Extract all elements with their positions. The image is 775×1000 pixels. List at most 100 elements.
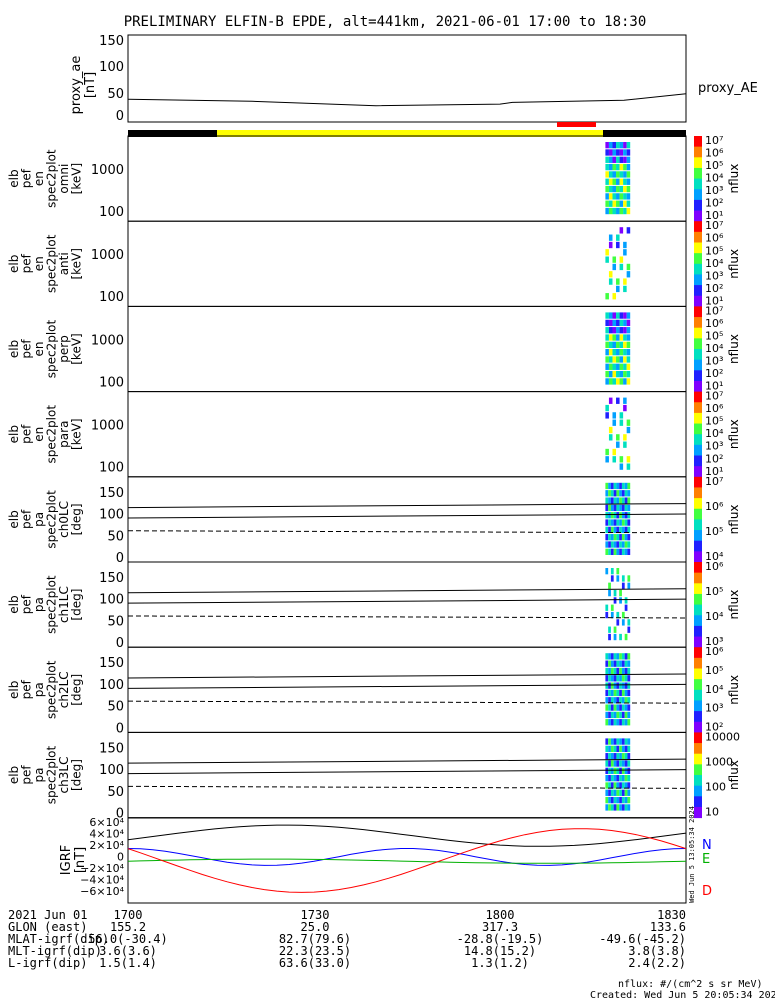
spectrogram-cell: [610, 760, 614, 767]
zone-bar-yellow: [217, 130, 603, 137]
spectrogram-cell: [627, 697, 631, 704]
spectrogram-cell: [610, 504, 614, 512]
spectrogram-cell: [616, 490, 620, 497]
spectrogram-cell: [608, 534, 611, 541]
spectrogram-cell: [610, 512, 614, 519]
colorbar-segment: [694, 221, 702, 233]
igrf-n-line: [127, 848, 687, 866]
spectrogram-cell: [624, 541, 628, 548]
panel-ylabel: ch3LC: [57, 757, 71, 794]
spectrogram-cell: [605, 753, 609, 760]
colorbar-segment: [694, 317, 702, 329]
spectrogram-cell: [613, 497, 617, 504]
spectrogram-cell: [610, 575, 614, 582]
units-note: nflux: #/(cm^2 s sr MeV): [618, 979, 763, 990]
igrf-ylabel-2: [nT]: [73, 847, 88, 873]
spectrogram-cell: [616, 541, 620, 548]
igrf-legend-n: N: [702, 838, 712, 853]
spectrogram-cell: [608, 582, 611, 589]
colorbar-tick: 10²: [705, 367, 723, 380]
spectrogram-cell: [605, 249, 609, 256]
spectrogram-cell: [626, 378, 631, 385]
spectrogram-cell: [608, 241, 613, 249]
spectrogram-cell: [621, 682, 625, 689]
spectrogram-cell: [612, 263, 617, 271]
spectrogram-cell: [627, 512, 631, 519]
spectrogram-cell: [610, 604, 614, 611]
spectrogram-cell: [608, 363, 613, 370]
spectrogram-cell: [623, 193, 627, 200]
footer-cell: 1.3(1.2): [471, 956, 529, 970]
spectrogram-cell: [621, 519, 625, 526]
spectrogram-cell: [627, 753, 631, 760]
panel-ylabel: omni: [57, 164, 71, 194]
spectrogram-cell: [624, 604, 628, 611]
colorbar-tick: 10: [705, 806, 719, 819]
spectrogram-cell: [605, 804, 609, 811]
colorbar-segment: [694, 615, 702, 627]
panel-ylabel: elb: [7, 766, 21, 784]
panel-ylabel: elb: [7, 169, 21, 187]
spectrogram-cell: [616, 548, 620, 555]
spectrogram-cell: [621, 704, 625, 711]
colorbar-tick: 10⁶: [705, 560, 724, 573]
footer-cell: 3.6(3.6): [99, 944, 157, 958]
spectrogram-cell: [605, 604, 609, 611]
spectrogram-cell: [619, 760, 622, 767]
spectrogram-cell: [616, 185, 620, 193]
panel-frame: [127, 220, 687, 307]
colorbar-label: nflux: [727, 419, 741, 449]
spectrogram-cell: [619, 775, 622, 782]
panel-ytick: 150: [99, 486, 124, 501]
spectrogram-cell: [626, 426, 631, 434]
igrf-ylabel-1: IGRF: [59, 845, 74, 875]
spectrogram-cell: [624, 497, 628, 504]
spectrogram-cell: [612, 142, 617, 149]
spectrogram-cell: [621, 804, 625, 811]
panel-frame: [127, 561, 687, 648]
spectrogram-cell: [619, 519, 622, 526]
colorbar-segment: [694, 519, 702, 531]
spectrogram-cell: [619, 185, 624, 193]
spectrogram-cell: [610, 789, 614, 796]
panel-ytick: 0: [116, 636, 124, 651]
spectrogram-cell: [605, 782, 609, 789]
spectrogram-cell: [627, 782, 631, 789]
spectrogram-cell: [605, 356, 609, 363]
spectrogram-cell: [608, 526, 611, 534]
colorbar-segment: [694, 593, 702, 606]
colorbar-tick: 10⁵: [705, 664, 723, 677]
footer-cell: 63.6(33.0): [279, 956, 351, 970]
colorbar-segment: [694, 689, 702, 701]
panel-frame: [127, 476, 687, 563]
spectrogram-cell: [605, 163, 609, 171]
panel-ylabel: spec2plot: [45, 405, 59, 464]
spectrogram-cell: [619, 667, 622, 675]
spectrogram-cell: [608, 667, 611, 675]
spectrogram-cell: [626, 227, 631, 234]
spectrogram-cell: [621, 497, 625, 504]
spectrogram-cell: [613, 633, 617, 641]
proxy-ae-ylabel-2: [nT]: [83, 72, 98, 98]
panel-frame: [127, 135, 687, 222]
spectrogram-cell: [605, 767, 609, 774]
colorbar-tick: 10¹: [705, 209, 723, 222]
spectrogram-cell: [624, 704, 628, 711]
panel-ytick: 150: [99, 571, 124, 586]
spectrogram-cell: [613, 704, 617, 711]
spectrogram-cell: [612, 149, 617, 156]
panel-ytick: 1000: [91, 333, 124, 348]
panel-ylabel: spec2plot: [45, 660, 59, 719]
spectrogram-cell: [605, 541, 609, 548]
spectrogram-cell: [610, 704, 614, 711]
spectrogram-cell: [624, 804, 628, 811]
panel-ytick: 0: [116, 721, 124, 736]
spectrogram-cell: [623, 341, 627, 348]
spectrogram-cell: [627, 482, 631, 490]
spectrogram-cell: [619, 753, 622, 760]
spectrogram-cell: [612, 327, 617, 334]
spectrogram-cell: [612, 456, 617, 463]
colorbar-tick: 10³: [705, 702, 723, 715]
